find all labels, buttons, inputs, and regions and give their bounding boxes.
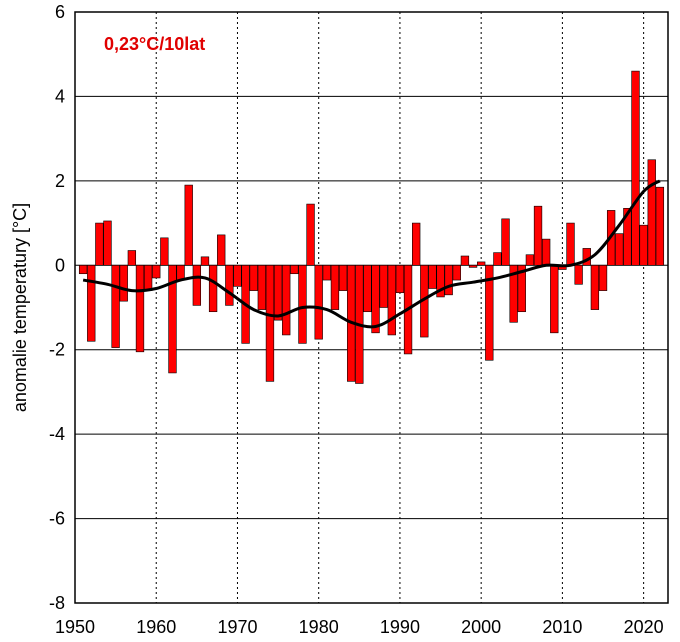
x-tick-label: 2000 xyxy=(461,617,501,637)
bar-1995 xyxy=(436,264,445,298)
bar-1980 xyxy=(314,264,323,340)
bar-1969 xyxy=(225,264,234,306)
bar-2002 xyxy=(493,252,502,266)
bar-1990 xyxy=(395,264,405,294)
bar-2008 xyxy=(541,238,551,266)
x-tick-labels: 1950 1960 1970 1980 1990 2000 2010 2020 xyxy=(55,617,664,637)
x-tick-label: 1950 xyxy=(55,617,95,637)
bar-1996 xyxy=(444,264,453,296)
bar-2014 xyxy=(590,264,600,310)
x-tick-label: 1990 xyxy=(380,617,420,637)
trend-annotation: 0,23°C/10lat xyxy=(104,34,205,54)
x-tick-label: 1960 xyxy=(136,617,176,637)
y-tick-labels: -8 -6 -4 -2 0 2 4 6 xyxy=(49,2,65,613)
bar-1966 xyxy=(200,256,210,266)
bar-1986 xyxy=(363,264,372,313)
bar-2020 xyxy=(639,224,648,266)
bar-2022 xyxy=(655,186,665,266)
bar-1987 xyxy=(371,264,380,334)
bar-1958 xyxy=(135,264,145,353)
y-tick-label: 6 xyxy=(55,2,65,22)
y-tick-label: 4 xyxy=(55,86,65,106)
bar-2019 xyxy=(631,70,640,266)
trend-line xyxy=(82,179,661,329)
bar-1998 xyxy=(460,255,470,266)
bar-1975 xyxy=(273,264,283,321)
bar-1992 xyxy=(412,222,421,266)
bar-2001 xyxy=(485,264,494,361)
bar-2007 xyxy=(533,205,543,266)
bar-1973 xyxy=(257,264,266,310)
bar-2000 xyxy=(477,261,486,266)
bar-1954 xyxy=(103,220,112,266)
bar-1964 xyxy=(184,184,193,266)
bar-1994 xyxy=(428,264,437,289)
bar-1962 xyxy=(168,264,177,374)
x-tick-label: 2020 xyxy=(624,617,664,637)
bar-2017 xyxy=(615,233,624,266)
x-tick-label: 2010 xyxy=(542,617,582,637)
bar-1999 xyxy=(468,264,478,268)
bar-1988 xyxy=(379,264,388,308)
bar-2011 xyxy=(566,222,575,266)
bar-1979 xyxy=(306,203,315,266)
bar-2009 xyxy=(550,264,559,334)
bar-2005 xyxy=(517,264,526,313)
bar-1976 xyxy=(282,264,291,336)
bar-1961 xyxy=(160,237,169,266)
bar-1951 xyxy=(78,264,88,275)
y-tick-label: 0 xyxy=(55,255,65,275)
x-tick-label: 1970 xyxy=(217,617,257,637)
y-tick-label: -2 xyxy=(49,340,65,360)
bar-1960 xyxy=(152,264,161,279)
bar-1953 xyxy=(95,222,104,266)
bar-2012 xyxy=(574,264,583,285)
bar-2021 xyxy=(647,159,656,266)
bar-1972 xyxy=(249,264,258,291)
bar-1952 xyxy=(87,264,96,342)
bar-1956 xyxy=(119,264,128,302)
bar-2003 xyxy=(501,218,510,266)
bar-1974 xyxy=(265,264,275,382)
bar-1968 xyxy=(217,234,226,266)
y-tick-label: -6 xyxy=(49,509,65,529)
plot-frame xyxy=(74,11,669,604)
bar-1983 xyxy=(338,264,348,291)
bar-1977 xyxy=(290,264,299,275)
bar-1989 xyxy=(387,264,396,336)
bar-1955 xyxy=(111,264,120,348)
bars xyxy=(78,70,665,384)
bar-2018 xyxy=(623,207,632,266)
bar-2015 xyxy=(598,264,608,291)
bar-1982 xyxy=(330,264,340,310)
bar-1963 xyxy=(176,264,185,281)
bar-1978 xyxy=(298,264,307,344)
y-tick-label: 2 xyxy=(55,171,65,191)
y-axis-label: anomalie temperatury [°C] xyxy=(10,203,30,412)
bar-1965 xyxy=(192,264,202,306)
bar-1957 xyxy=(127,250,137,266)
bar-1997 xyxy=(452,264,461,281)
bar-1967 xyxy=(208,264,218,313)
y-tick-label: -4 xyxy=(49,424,65,444)
bar-2006 xyxy=(525,254,535,266)
x-tick-label: 1980 xyxy=(299,617,339,637)
y-tick-label: -8 xyxy=(49,593,65,613)
bar-1970 xyxy=(233,264,242,287)
bar-1981 xyxy=(322,264,331,281)
bar-1959 xyxy=(143,264,153,291)
bar-2004 xyxy=(509,264,518,323)
